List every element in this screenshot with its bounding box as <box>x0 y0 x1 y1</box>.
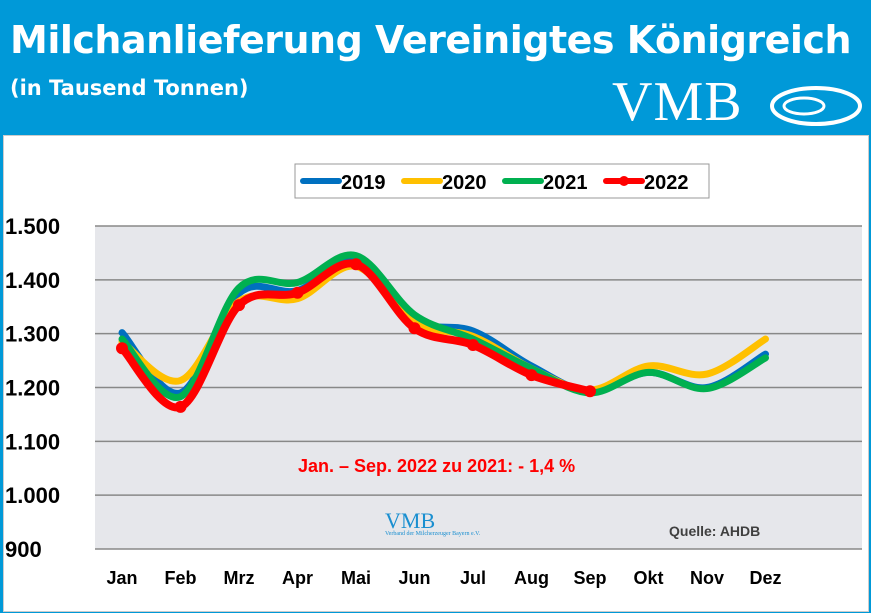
legend-label: 2019 <box>341 172 386 194</box>
x-tick-label: Sep <box>573 568 606 588</box>
data-point-2022 <box>291 286 304 299</box>
page-title: Milchanlieferung Vereinigtes Königreich <box>10 18 852 62</box>
x-tick-label: Feb <box>164 568 196 588</box>
watermark-logo: VMB Verband der Milcherzeuger Bayern e.V. <box>385 508 481 537</box>
x-tick-label: Mai <box>341 568 371 588</box>
x-tick-label: Nov <box>690 568 724 588</box>
logo-swoosh-icon <box>770 86 862 126</box>
data-point-2022 <box>408 322 421 335</box>
legend-label: 2020 <box>442 172 487 194</box>
data-point-2022 <box>116 342 128 355</box>
x-tick-label: Aug <box>514 568 549 588</box>
x-tick-label: Apr <box>282 568 313 588</box>
data-point-2022 <box>525 369 538 382</box>
data-point-2022 <box>233 299 245 312</box>
x-tick-label: Okt <box>633 568 663 588</box>
data-point-2022 <box>467 338 479 351</box>
data-point-2022 <box>584 385 596 398</box>
y-tick-label: 1.200 <box>5 376 60 401</box>
legend-label: 2022 <box>644 172 689 194</box>
chart-source: Quelle: AHDB <box>669 523 761 539</box>
y-tick-label: 1.400 <box>5 268 60 293</box>
legend-label: 2021 <box>543 172 588 194</box>
y-tick-label: 900 <box>5 537 42 562</box>
data-point-2022 <box>174 400 187 413</box>
y-tick-label: 1.500 <box>5 214 60 239</box>
y-tick-label: 1.100 <box>5 429 60 454</box>
x-tick-label: Jan <box>106 568 137 588</box>
series-line-2022 <box>118 259 594 412</box>
x-tick-label: Jun <box>398 568 430 588</box>
chart-annotation: Jan. – Sep. 2022 zu 2021: - 1,4 % <box>298 456 576 476</box>
series-line-2021 <box>118 251 769 401</box>
y-tick-label: 1.300 <box>5 322 60 347</box>
legend-marker <box>619 176 629 186</box>
page-subtitle: (in Tausend Tonnen) <box>10 76 249 100</box>
vmb-logo: VMB <box>612 70 862 134</box>
x-tick-label: Jul <box>460 568 486 588</box>
data-point-2022 <box>350 258 362 271</box>
x-tick-label: Mrz <box>224 568 255 588</box>
y-tick-label: 1.000 <box>5 483 60 508</box>
x-tick-label: Dez <box>749 568 781 588</box>
